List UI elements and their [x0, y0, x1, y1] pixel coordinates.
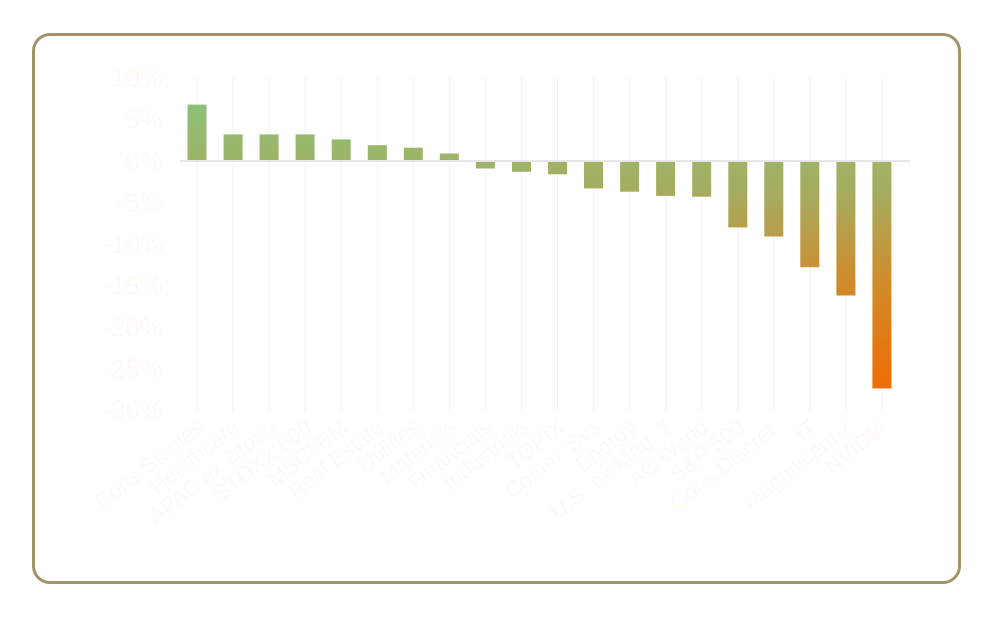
- y-tick-label: -20%: [102, 312, 163, 342]
- bar-industrials: [512, 161, 531, 172]
- y-tick-label: 0%: [125, 146, 163, 176]
- bar-financials: [475, 161, 495, 169]
- y-axis: 10% 5% 0% -5% -10% -15% -20% -25% -30%: [102, 63, 163, 425]
- bar-magnificent-7: [836, 161, 856, 296]
- bar-s-p-500: [728, 161, 748, 228]
- bar-nvidia: [872, 161, 892, 389]
- y-tick-label: 5%: [125, 105, 163, 135]
- y-tick-label: -15%: [102, 271, 163, 301]
- bar-it: [800, 161, 820, 268]
- bar-topix: [548, 161, 567, 175]
- bar-ac-world: [692, 161, 712, 197]
- bar-energy: [620, 161, 640, 192]
- bar-comm-svs: [584, 161, 603, 189]
- bar-cons-staples: [187, 104, 207, 161]
- bar-msci-em: [331, 139, 351, 161]
- bar-materials: [439, 153, 459, 161]
- bar-cons-discret-: [764, 161, 784, 237]
- bar-real-estate: [367, 145, 387, 161]
- gridlines: [196, 78, 883, 412]
- y-tick-label: -5%: [117, 188, 163, 218]
- bar-apac-ex-japan: [259, 134, 279, 161]
- bar-u-s-ex-mag-7: [656, 161, 676, 196]
- bar-stoxx-600: [295, 134, 315, 161]
- y-tick-label: -25%: [102, 354, 163, 384]
- bar-healthcare: [223, 134, 243, 161]
- chart-frame: [32, 33, 961, 584]
- y-tick-label: -10%: [102, 229, 163, 259]
- bar-utilities: [403, 147, 423, 161]
- y-tick-label: 10%: [111, 63, 163, 93]
- y-tick-label: -30%: [102, 395, 163, 425]
- bars: [187, 104, 892, 389]
